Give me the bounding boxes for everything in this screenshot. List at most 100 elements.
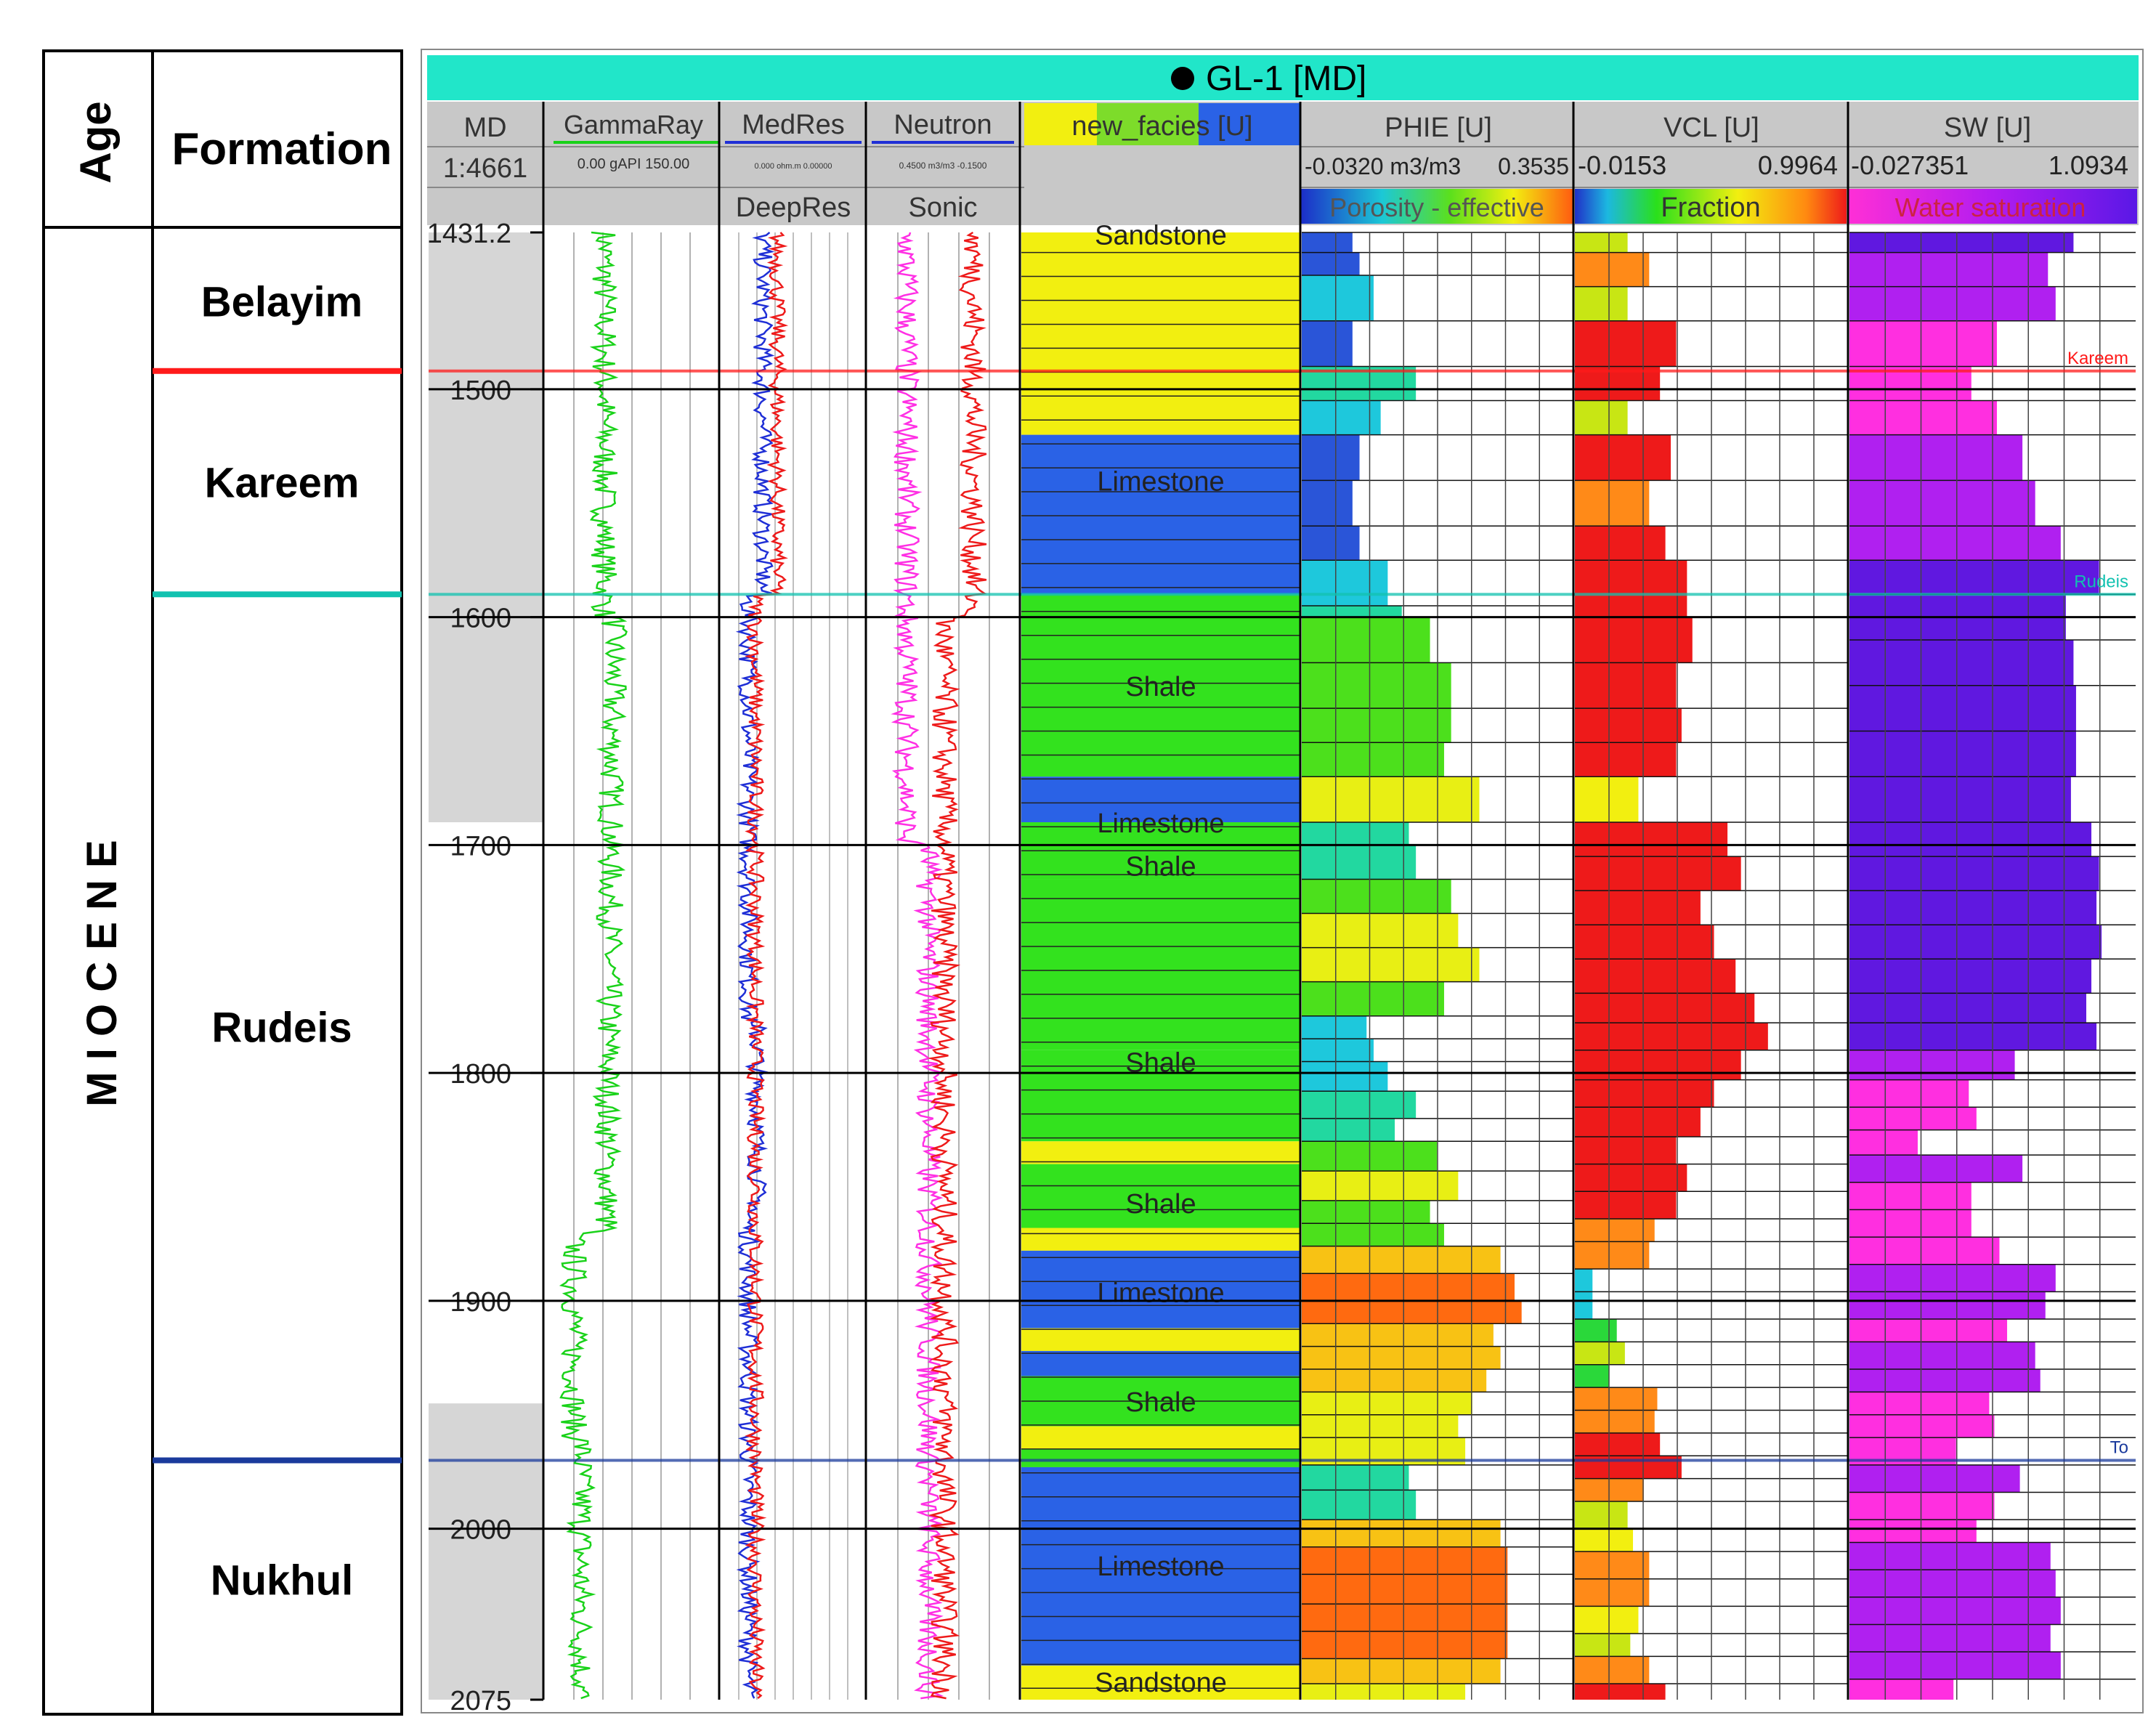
sw-colorbar — [1848, 189, 2137, 224]
medres-track-label: MedRes — [742, 110, 845, 140]
phie-bar — [1302, 776, 1480, 823]
facies-block-shale — [1021, 1050, 1300, 1142]
vcl-bar — [1575, 1137, 1677, 1164]
formation-names: Belayim Kareem Rudeis Nukhul — [201, 278, 362, 1604]
md-track-white-band — [429, 822, 543, 1404]
vcl-bar — [1575, 1023, 1768, 1050]
formation-name-belayim: Belayim — [201, 278, 362, 325]
neutron-sonic-track — [891, 231, 990, 1700]
sw-bar — [1849, 1597, 2061, 1625]
formation-name-nukhul: Nukhul — [211, 1557, 354, 1604]
sw-bar — [1849, 434, 2023, 481]
vcl-bar — [1575, 1050, 1741, 1080]
sw-bar — [1849, 1679, 1954, 1700]
phie-bar — [1302, 1200, 1430, 1224]
phie-bar — [1302, 617, 1430, 663]
sw-bar — [1849, 1050, 2015, 1080]
phie-bar — [1302, 1520, 1501, 1547]
md-tick-label: 1800 — [450, 1059, 511, 1090]
sw-bar — [1849, 1023, 2097, 1050]
marker-label-rudeis: Rudeis — [2074, 572, 2128, 591]
neutron-range-label: 0.4500 m3/m3 -0.1500 — [899, 161, 987, 171]
vcl-bar — [1575, 1364, 1609, 1388]
vcl-bar — [1575, 400, 1628, 435]
vcl-bar — [1575, 320, 1677, 367]
phie-bar — [1302, 232, 1353, 253]
sw-bar — [1849, 993, 2087, 1023]
md-track: 1431.2 1500 1600 1700 1800 1900 2000 2075 — [427, 219, 543, 1716]
sw-bar — [1849, 1129, 1918, 1156]
facies-block-sandstone — [1021, 1665, 1300, 1700]
vcl-bar — [1575, 776, 1639, 823]
sw-bar — [1849, 1369, 2040, 1392]
phie-bar — [1302, 275, 1374, 321]
sw-bar — [1849, 1237, 2000, 1265]
deepres-curve — [745, 232, 789, 1700]
marker-label-to: To — [2110, 1438, 2128, 1458]
sw-bar — [1849, 1492, 1995, 1520]
phie-bar — [1302, 252, 1360, 275]
phie-bar — [1302, 1546, 1508, 1575]
resistivity-track — [735, 232, 848, 1700]
phie-min-label: -0.0320 m3/m3 — [1305, 153, 1461, 179]
vcl-bar — [1575, 252, 1650, 287]
facies-block-sandstone — [1021, 1228, 1300, 1251]
vcl-bar — [1575, 1501, 1628, 1529]
vcl-bar — [1575, 1684, 1666, 1700]
depth-gridlines — [429, 388, 2136, 1530]
phie-bar — [1302, 560, 1388, 606]
sw-bar — [1849, 685, 2076, 731]
neutron-curve — [891, 232, 944, 1700]
vcl-bar — [1575, 993, 1755, 1023]
vcl-max-label: 0.9964 — [1758, 150, 1838, 180]
facies-block-limestone — [1021, 1350, 1300, 1376]
facies-label: Limestone — [1097, 808, 1224, 839]
sw-track-label: SW [U] — [1944, 113, 2031, 143]
sw-max-label: 1.0934 — [2048, 150, 2128, 180]
sw-bar — [1849, 1291, 2046, 1320]
facies-block-shale — [1021, 879, 1300, 1050]
vcl-bar — [1575, 1656, 1650, 1684]
formation-column — [151, 49, 403, 1716]
phie-bar — [1302, 913, 1459, 948]
facies-block-sandstone — [1021, 1328, 1300, 1351]
sw-bar — [1849, 731, 2076, 777]
vcl-bar — [1575, 891, 1701, 925]
vcl-bar — [1575, 856, 1741, 891]
sw-bar — [1849, 320, 1997, 367]
sw-bar — [1849, 232, 2074, 253]
facies-block-sandstone — [1021, 1426, 1300, 1449]
phie-bar — [1302, 845, 1417, 880]
vcl-bar — [1575, 1079, 1714, 1108]
facies-block-limestone — [1021, 1250, 1300, 1329]
facies-block-shale — [1021, 1448, 1300, 1467]
facies-label: Limestone — [1097, 466, 1224, 497]
vcl-bar — [1575, 742, 1677, 777]
vcl-caption: Fraction — [1661, 192, 1760, 223]
sw-min-label: -0.027351 — [1851, 150, 1969, 180]
res-range-label: 0.000 ohm.m 0.00000 — [754, 162, 832, 171]
log-panel: GL-1 [MD] MD 1:4661 GammaRay 0.00 gAPI 1… — [153, 49, 2144, 1716]
md-scale-label: 1:4661 — [443, 153, 527, 184]
sw-bar — [1849, 1464, 2020, 1493]
phie-bar — [1302, 1684, 1466, 1700]
sw-bar — [1849, 1155, 2023, 1183]
vcl-bar — [1575, 1268, 1593, 1292]
phie-bar — [1302, 1039, 1374, 1062]
sw-bar — [1849, 959, 2092, 994]
phie-bar — [1302, 1091, 1417, 1119]
md-tick-label: 1431.2 — [427, 219, 511, 249]
formation-header: Formation — [171, 124, 392, 174]
gamma-track-label: GammaRay — [564, 110, 703, 139]
vcl-track — [1575, 232, 1848, 1700]
vcl-track-label: VCL [U] — [1663, 113, 1759, 143]
vcl-bar — [1575, 1432, 1661, 1456]
phie-track — [1302, 232, 1573, 1700]
md-track-label: MD — [463, 113, 506, 143]
deepres-track-label: DeepRes — [736, 192, 851, 223]
sw-bar — [1849, 1264, 2056, 1292]
phie-max-label: 0.3535 — [1498, 153, 1569, 179]
age-header: Age — [71, 101, 120, 183]
phie-colorbar — [1300, 189, 1573, 224]
formation-name-rudeis: Rudeis — [211, 1004, 352, 1051]
